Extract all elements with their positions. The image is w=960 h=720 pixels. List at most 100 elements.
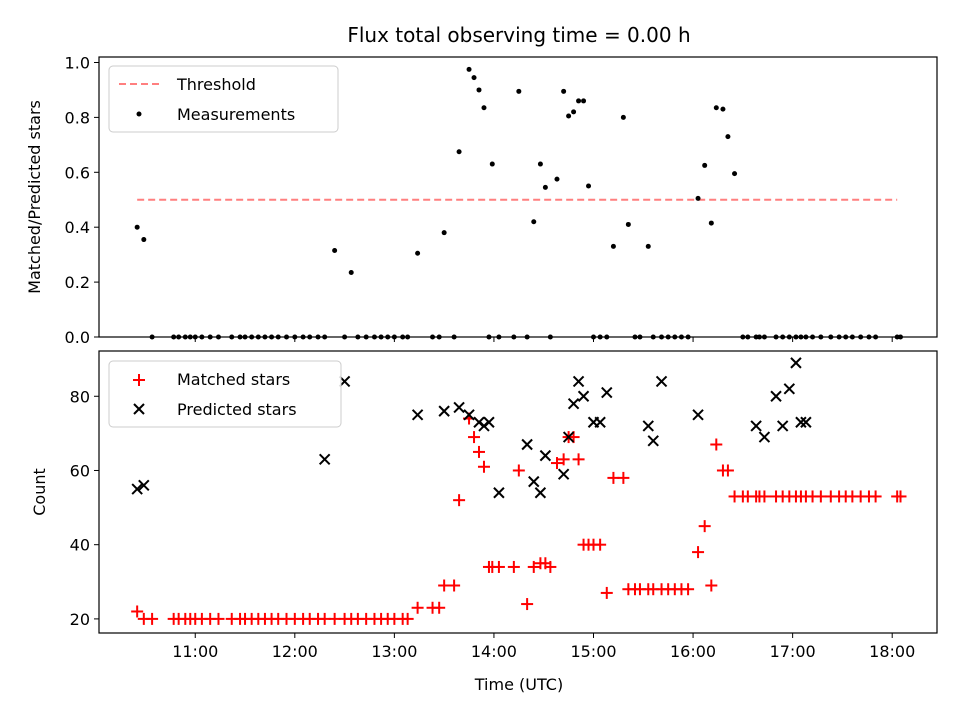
legend-matched-swatch: [133, 374, 145, 386]
measurements-point: [332, 248, 338, 254]
predicted-stars-point: [493, 487, 505, 499]
matched-stars-point: [544, 560, 557, 573]
matched-stars-point: [477, 460, 490, 473]
matched-stars-point: [433, 601, 446, 614]
y-tick-label: 80: [70, 387, 90, 406]
measurements-point: [481, 105, 487, 111]
predicted-stars-point: [557, 468, 570, 480]
matched-stars-point: [527, 560, 540, 573]
measurements-point: [471, 75, 477, 81]
predicted-stars-point: [655, 375, 668, 388]
predicted-stars-point: [770, 390, 782, 402]
measurements-point: [531, 219, 537, 225]
matched-stars-point: [146, 612, 159, 625]
measurements-point: [610, 243, 616, 249]
measurements-point: [348, 269, 354, 275]
predicted-stars-point: [567, 397, 580, 410]
measurements-point: [415, 250, 421, 256]
predicted-stars-point: [601, 386, 613, 399]
x-tick-label: 12:00: [272, 642, 318, 661]
bottom-x-ticks: 11:00 12:00 13:00 14:00 15:00 16:00 17:00 18:00: [172, 633, 915, 661]
predicted-stars-point: [790, 357, 802, 369]
predicted-stars-point: [438, 405, 450, 417]
matched-stars-point: [594, 538, 607, 551]
predicted-stars-point: [572, 375, 585, 388]
measurements-point: [141, 237, 147, 243]
y-tick-label: 1.0: [65, 53, 90, 72]
y-tick-label: 0.8: [65, 108, 90, 127]
bottom-legend-box: [108, 360, 342, 428]
matched-stars-point: [468, 431, 481, 444]
predicted-stars-point: [776, 420, 789, 432]
measurements-point: [516, 88, 522, 94]
x-tick-label: 13:00: [371, 642, 417, 661]
top-axes-frame: [98, 56, 938, 338]
bottom-y-axis-label: Count: [30, 468, 49, 516]
matched-stars-point: [492, 560, 505, 573]
matched-stars-point: [572, 453, 585, 466]
x-tick-label: 14:00: [471, 642, 517, 661]
predicted-stars-point: [750, 420, 762, 432]
measurements-point: [725, 134, 731, 140]
predicted-stars-point: [534, 487, 547, 499]
top-y-axis-label: Matched/Predicted stars: [25, 100, 44, 294]
measurements-point: [576, 98, 582, 104]
legend-measurements-label: Measurements: [177, 105, 295, 124]
measurements-point: [571, 109, 577, 115]
legend-threshold-label: Threshold: [176, 75, 256, 94]
predicted-stars-point: [521, 438, 533, 451]
predicted-stars-point: [131, 483, 143, 495]
x-tick-label: 16:00: [670, 642, 716, 661]
matched-stars-point: [698, 520, 711, 533]
matched-stars-point: [721, 464, 734, 477]
measurements-point: [554, 176, 560, 182]
matched-stars-point: [453, 494, 466, 507]
matched-stars-point: [617, 471, 630, 484]
measurements-point: [695, 195, 701, 201]
matched-stars-point: [705, 579, 718, 592]
top-y-ticks: 0.0 0.2 0.4 0.6 0.8 1.0: [65, 53, 99, 347]
y-tick-label: 40: [70, 536, 90, 555]
matched-stars-point: [550, 457, 563, 470]
top-legend: Threshold Measurements: [108, 65, 339, 133]
matched-stars-point: [521, 598, 534, 611]
bottom-x-axis-label: Time (UTC): [474, 675, 563, 694]
predicted-stars-point: [783, 383, 796, 395]
predicted-stars-point: [463, 409, 475, 421]
legend-predicted-label: Predicted stars: [177, 400, 297, 419]
measurements-point: [645, 243, 651, 249]
predicted-stars-point: [138, 479, 150, 492]
matched-stars-point: [473, 445, 486, 458]
predicted-stars-point: [642, 420, 654, 432]
predicted-stars-point: [795, 416, 807, 428]
matched-stars-point: [894, 490, 907, 503]
measurements-point: [476, 87, 482, 93]
measurements-point: [561, 88, 567, 94]
measurements-point: [702, 162, 708, 168]
measurements-point: [537, 161, 543, 167]
predicted-stars-point: [692, 409, 704, 421]
measurements-point: [566, 113, 572, 119]
matched-stars-point: [557, 453, 570, 466]
predicted-stars-point: [594, 416, 606, 428]
measurements-point: [708, 220, 714, 226]
matched-stars-point: [448, 579, 461, 592]
measurements-point: [542, 184, 548, 190]
predicted-stars-point: [800, 416, 812, 428]
predicted-stars-point: [453, 401, 465, 414]
measurements-point: [732, 171, 738, 177]
matched-stars-point: [401, 612, 414, 625]
legend-matched-label: Matched stars: [177, 370, 290, 389]
x-tick-label: 17:00: [770, 642, 816, 661]
measurements-point: [489, 161, 495, 167]
measurements-point: [441, 230, 447, 236]
legend-measurements-swatch: [136, 111, 142, 117]
matched-stars-point: [411, 601, 424, 614]
measurements-point: [134, 224, 140, 230]
measurements-point: [625, 221, 631, 227]
matched-stars-point: [710, 438, 723, 451]
measurements-point: [581, 98, 587, 104]
matched-stars-point: [507, 560, 520, 573]
